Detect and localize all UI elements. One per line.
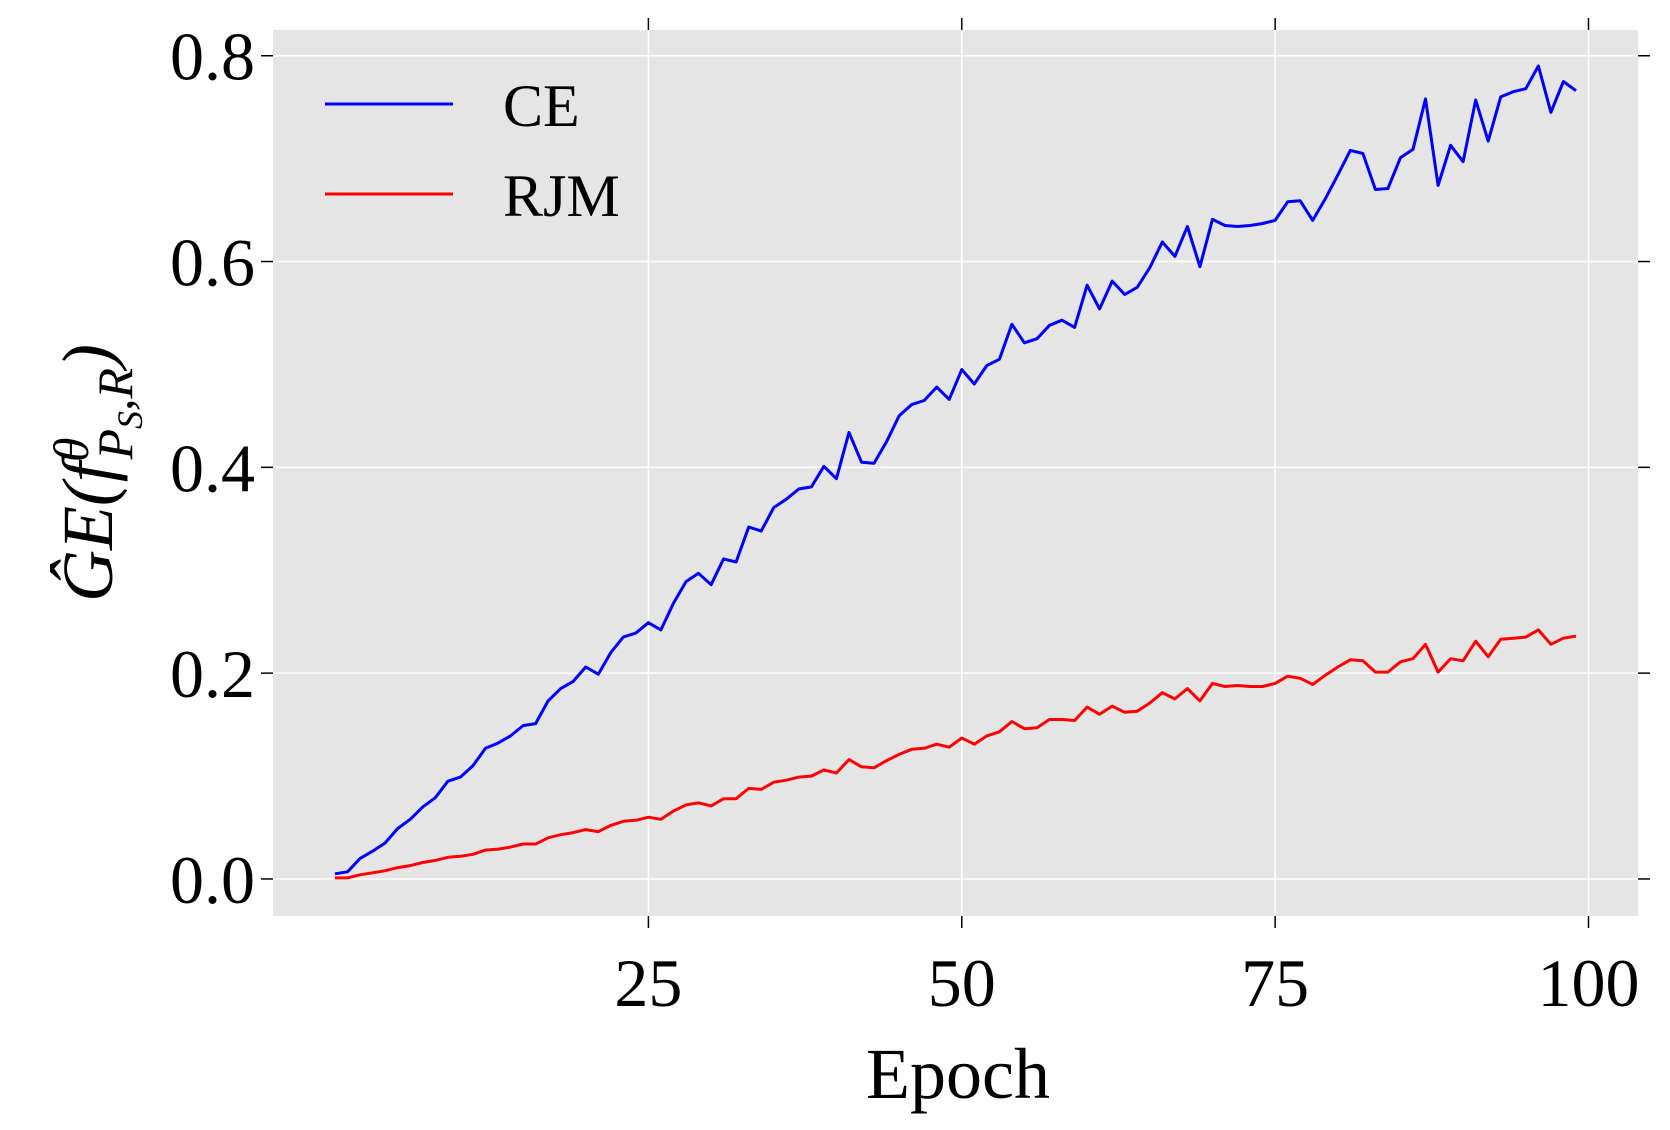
y-tick-label: 0.4 [170,430,255,506]
y-label-part: ,R [87,368,143,411]
legend-label: CE [503,73,580,139]
plot-background [273,30,1638,916]
grid [273,30,1638,916]
y-tick-label: 0.0 [170,842,255,918]
y-tick-label: 0.6 [170,225,255,301]
x-axis-label: Epoch [866,1034,1050,1114]
x-tick-label: 100 [1537,945,1639,1021]
y-tick-label: 0.2 [170,636,255,712]
data-line [335,628,1577,880]
y-label-part: P [87,429,143,461]
data-line [334,64,1577,876]
x-tick-label: 50 [928,945,996,1021]
marks [334,64,1577,880]
y-label-part: θ [43,438,99,463]
x-tick-label: 75 [1241,945,1309,1021]
y-axis-label: ĜE(fθPS,R) [43,344,150,602]
legend-label: RJM [503,163,620,229]
y-label-part: S [110,411,150,429]
y-label-part: ) [48,344,128,372]
y-label-part: ĜE(f [48,453,128,602]
y-tick-label: 0.8 [170,19,255,95]
x-tick-label: 25 [614,945,682,1021]
